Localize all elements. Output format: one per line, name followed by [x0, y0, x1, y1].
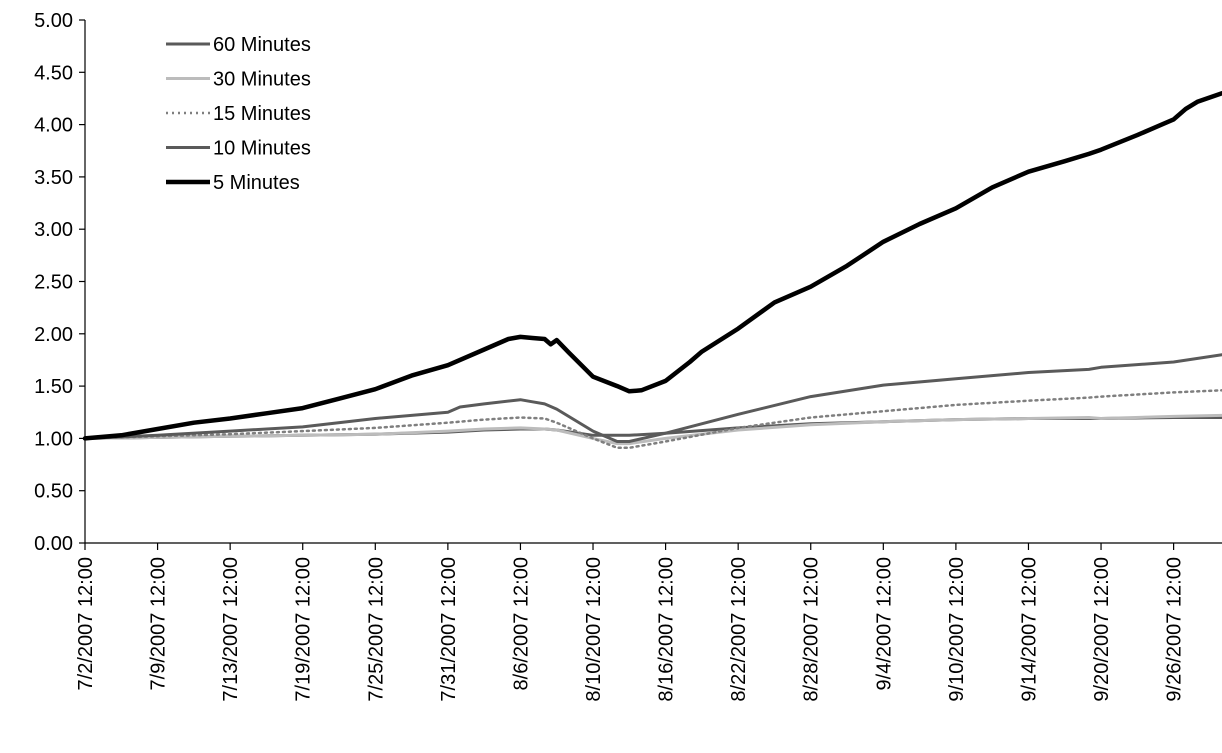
x-tick-label: 7/2/2007 12:00 [75, 557, 97, 690]
x-tick-label: 8/10/2007 12:00 [583, 557, 605, 702]
x-tick-label: 7/25/2007 12:00 [365, 557, 387, 702]
y-tick-label: 4.50 [34, 62, 73, 84]
x-tick-label: 7/13/2007 12:00 [220, 557, 242, 702]
y-tick-label: 0.50 [34, 481, 73, 503]
series-line-5-minutes [82, 90, 1222, 441]
y-tick-label: 5.00 [34, 10, 73, 32]
y-axis: 0.00 0.50 1.00 1.50 2.00 2.50 3.00 3.50 4.00 4.50… [34, 10, 86, 555]
legend-label: 60 Minutes [213, 34, 311, 56]
y-tick-label: 3.00 [34, 219, 73, 241]
legend-label: 10 Minutes [213, 138, 311, 160]
x-tick-label: 9/14/2007 12:00 [1018, 557, 1040, 702]
x-tick-label: 9/10/2007 12:00 [946, 557, 968, 702]
x-tick-label: 7/31/2007 12:00 [438, 557, 460, 702]
legend-label: 5 Minutes [213, 172, 300, 194]
x-tick-label: 8/28/2007 12:00 [801, 557, 823, 702]
x-tick-label: 7/9/2007 12:00 [148, 557, 170, 690]
x-tick-label: 9/26/2007 12:00 [1164, 557, 1186, 702]
y-tick-label: 1.50 [34, 376, 73, 398]
x-tick-label: 8/22/2007 12:00 [728, 557, 750, 702]
x-tick-label: 9/4/2007 12:00 [873, 557, 895, 690]
series-line-10-minutes [83, 353, 1222, 443]
x-tick-label: 9/20/2007 12:00 [1091, 557, 1113, 702]
legend-label: 15 Minutes [213, 103, 311, 125]
series-line-30-minutes [83, 413, 1222, 446]
legend-label: 30 Minutes [213, 69, 311, 91]
y-tick-label: 1.00 [34, 428, 73, 450]
legend: 60 Minutes 30 Minutes 15 Minutes 10 Minutes… [166, 34, 311, 194]
x-tick-label: 7/19/2007 12:00 [293, 557, 315, 702]
series-lines [82, 90, 1222, 450]
x-axis: 7/2/2007 12:00 7/9/2007 12:00 7/13/2007 12… [75, 542, 1222, 702]
y-tick-label: 3.50 [34, 167, 73, 189]
y-tick-label: 4.00 [34, 115, 73, 137]
y-tick-label: 2.00 [34, 324, 73, 346]
y-tick-label: 2.50 [34, 272, 73, 294]
series-line-15-minutes [83, 389, 1222, 450]
y-tick-label: 0.00 [34, 533, 73, 555]
x-tick-label: 8/16/2007 12:00 [656, 557, 678, 702]
x-tick-label: 8/6/2007 12:00 [510, 557, 532, 690]
